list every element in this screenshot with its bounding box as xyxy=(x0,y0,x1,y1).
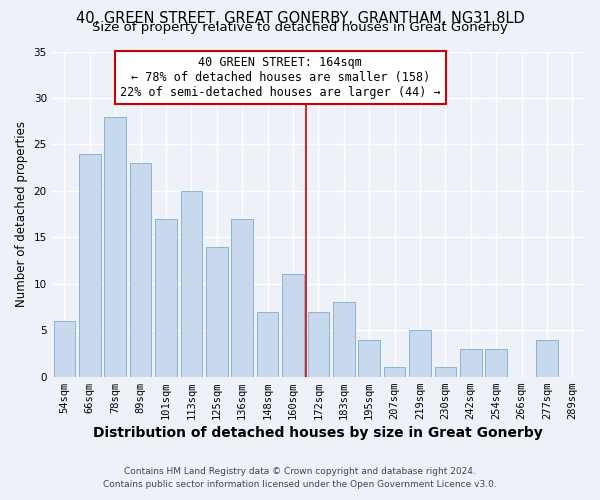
Bar xyxy=(79,154,101,376)
Bar xyxy=(460,349,482,376)
Bar xyxy=(358,340,380,376)
X-axis label: Distribution of detached houses by size in Great Gonerby: Distribution of detached houses by size … xyxy=(94,426,543,440)
Bar xyxy=(53,321,75,376)
Bar xyxy=(181,191,202,376)
Text: Contains HM Land Registry data © Crown copyright and database right 2024.
Contai: Contains HM Land Registry data © Crown c… xyxy=(103,468,497,489)
Bar xyxy=(155,218,177,376)
Text: Size of property relative to detached houses in Great Gonerby: Size of property relative to detached ho… xyxy=(92,21,508,34)
Bar xyxy=(409,330,431,376)
Bar xyxy=(485,349,507,376)
Bar xyxy=(206,246,227,376)
Bar xyxy=(384,368,406,376)
Bar xyxy=(434,368,456,376)
Text: 40, GREEN STREET, GREAT GONERBY, GRANTHAM, NG31 8LD: 40, GREEN STREET, GREAT GONERBY, GRANTHA… xyxy=(76,11,524,26)
Bar xyxy=(232,218,253,376)
Y-axis label: Number of detached properties: Number of detached properties xyxy=(15,121,28,307)
Bar xyxy=(130,163,151,376)
Bar xyxy=(308,312,329,376)
Bar xyxy=(104,116,126,376)
Bar xyxy=(333,302,355,376)
Bar xyxy=(257,312,278,376)
Bar xyxy=(282,274,304,376)
Bar xyxy=(536,340,557,376)
Text: 40 GREEN STREET: 164sqm
← 78% of detached houses are smaller (158)
22% of semi-d: 40 GREEN STREET: 164sqm ← 78% of detache… xyxy=(120,56,440,99)
